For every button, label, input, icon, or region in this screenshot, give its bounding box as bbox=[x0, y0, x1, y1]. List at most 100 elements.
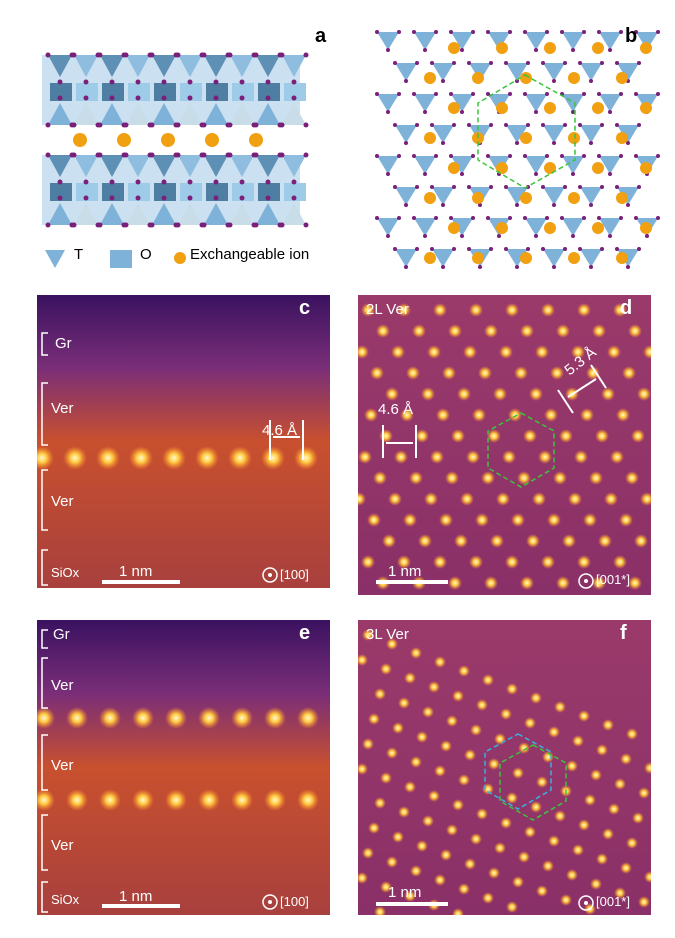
atom-column bbox=[382, 534, 396, 548]
oxygen-atom bbox=[471, 216, 475, 220]
oxygen-atom bbox=[175, 52, 181, 58]
oxygen-atom bbox=[175, 222, 181, 228]
atom-column bbox=[358, 345, 369, 359]
atom-column bbox=[374, 906, 386, 915]
atom-column bbox=[508, 408, 522, 422]
oxygen-atom bbox=[600, 61, 604, 65]
zone-axis-label: [001*] bbox=[596, 572, 630, 587]
oxygen-atom bbox=[404, 203, 408, 207]
octahedron bbox=[76, 83, 98, 101]
octahedron bbox=[128, 83, 150, 101]
atom-column bbox=[66, 789, 88, 811]
exchangeable-ion bbox=[249, 133, 263, 147]
atom-column bbox=[385, 387, 399, 401]
exchangeable-ion bbox=[568, 252, 580, 264]
atom-column bbox=[502, 450, 516, 464]
panel-label: e bbox=[299, 622, 311, 644]
atom-column bbox=[410, 865, 422, 877]
atom-column bbox=[458, 774, 470, 786]
atom-column bbox=[578, 710, 590, 722]
tetrahedron bbox=[100, 203, 124, 225]
oxygen-atom bbox=[434, 92, 438, 96]
atom-column bbox=[37, 789, 55, 811]
atom-column bbox=[361, 303, 375, 317]
tetrahedron bbox=[178, 55, 202, 77]
oxygen-atom bbox=[486, 216, 490, 220]
atom-column bbox=[626, 728, 638, 740]
oxygen-atom bbox=[489, 61, 493, 65]
oxygen-atom bbox=[149, 152, 155, 158]
oxygen-atom bbox=[57, 95, 63, 101]
oxygen-atom bbox=[504, 123, 508, 127]
atom-column bbox=[506, 683, 518, 695]
atom-column bbox=[538, 450, 552, 464]
oxygen-atom bbox=[571, 110, 575, 114]
atom-column bbox=[620, 753, 632, 765]
tetrahedron bbox=[395, 125, 417, 143]
oxygen-atom bbox=[467, 61, 471, 65]
atom-column bbox=[165, 707, 187, 729]
oxygen-atom bbox=[523, 92, 527, 96]
atom-column bbox=[469, 303, 483, 317]
tetrahedron bbox=[451, 156, 473, 174]
oxygen-atom bbox=[239, 79, 245, 85]
oxygen-atom bbox=[434, 216, 438, 220]
tetrahedron bbox=[636, 32, 658, 50]
atom-column bbox=[400, 408, 414, 422]
oxygen-atom bbox=[619, 30, 623, 34]
oxygen-atom bbox=[478, 265, 482, 269]
tetrahedron bbox=[617, 63, 639, 81]
oxygen-atom bbox=[253, 122, 259, 128]
atom-column bbox=[520, 324, 534, 338]
oxygen-atom bbox=[526, 123, 530, 127]
atom-column bbox=[616, 408, 630, 422]
atom-column bbox=[448, 576, 462, 590]
atom-column bbox=[452, 908, 464, 915]
oxygen-atom bbox=[656, 216, 660, 220]
atom-column bbox=[198, 707, 220, 729]
atom-column bbox=[536, 885, 548, 897]
oxygen-atom bbox=[523, 216, 527, 220]
atom-column bbox=[628, 324, 642, 338]
atom-column bbox=[96, 446, 120, 470]
tetrahedron bbox=[48, 203, 72, 225]
tetrahedron bbox=[282, 203, 306, 225]
atom-column bbox=[264, 707, 286, 729]
atom-column bbox=[482, 674, 494, 686]
atom-column bbox=[458, 883, 470, 895]
tetrahedron bbox=[100, 55, 124, 77]
tetrahedron bbox=[256, 55, 280, 77]
oxygen-atom bbox=[375, 154, 379, 158]
exchangeable-ion bbox=[520, 252, 532, 264]
oxygen-atom bbox=[187, 179, 193, 185]
tetrahedron bbox=[451, 218, 473, 236]
oxygen-atom bbox=[560, 154, 564, 158]
oxygen-atom bbox=[504, 61, 508, 65]
atom-column bbox=[640, 492, 651, 506]
octahedron bbox=[50, 183, 72, 201]
oxygen-atom bbox=[615, 185, 619, 189]
atom-column bbox=[391, 345, 405, 359]
atom-column bbox=[518, 742, 530, 754]
atom-column bbox=[596, 853, 608, 865]
zone-axis-icon bbox=[262, 894, 278, 910]
layer-bracket bbox=[41, 881, 48, 913]
tetrahedron bbox=[204, 155, 228, 177]
zone-axis-label: [100] bbox=[280, 567, 309, 582]
atom-column bbox=[631, 429, 645, 443]
atom-column bbox=[638, 896, 650, 908]
atom-column bbox=[446, 824, 458, 836]
oxygen-atom bbox=[534, 110, 538, 114]
oxygen-atom bbox=[303, 222, 309, 228]
layer-label: Ver bbox=[51, 837, 74, 854]
atom-column bbox=[380, 663, 392, 675]
atom-column bbox=[638, 787, 650, 799]
stem-image-cross-section-2l bbox=[37, 295, 330, 588]
atom-column bbox=[634, 534, 648, 548]
unit-cell-hexagon bbox=[477, 74, 576, 189]
atom-column bbox=[592, 324, 606, 338]
panel-a: a T O Exchangeable ion bbox=[30, 20, 350, 280]
exchangeable-ion bbox=[640, 102, 652, 114]
atom-column bbox=[493, 387, 507, 401]
zone-axis-label: [001*] bbox=[596, 894, 630, 909]
